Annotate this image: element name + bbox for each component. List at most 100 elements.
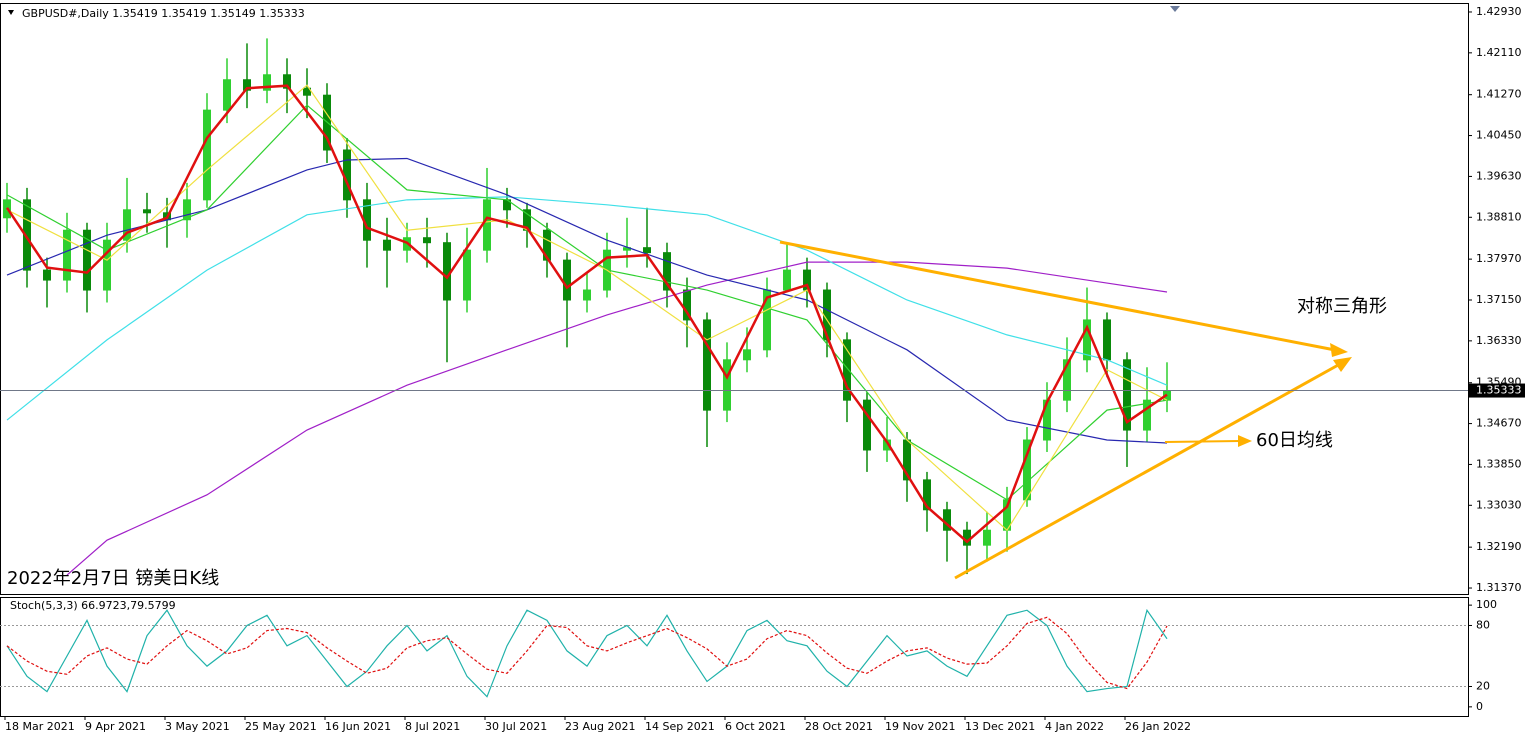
moving-average	[6, 196, 1168, 421]
candle-body	[263, 74, 271, 91]
moving-average	[6, 84, 1168, 532]
y-tick-label: 100	[1476, 598, 1497, 611]
moving-average	[5, 84, 1168, 544]
annotation: 60日均线	[1256, 430, 1333, 451]
candle-body	[863, 399, 871, 451]
y-tick-label: 1.32190	[1476, 540, 1522, 553]
x-tick-label: 4 Jan 2022	[1045, 720, 1104, 733]
candle-body	[583, 289, 591, 301]
x-tick-label: 13 Dec 2021	[965, 720, 1035, 733]
upper-trendline	[779, 240, 1336, 352]
candle-body	[63, 229, 71, 281]
y-tick-label: 1.36330	[1476, 334, 1522, 347]
x-tick-label: 16 Jun 2021	[325, 720, 391, 733]
candles	[3, 38, 1171, 576]
candle-body	[563, 259, 571, 301]
candle-body	[23, 199, 31, 271]
candle-body	[923, 479, 931, 511]
arrow-head	[1238, 435, 1252, 447]
y-tick-label: 1.37150	[1476, 293, 1522, 306]
candle-body	[123, 209, 131, 241]
candle-body	[783, 269, 791, 291]
candle-body	[303, 87, 311, 96]
x-tick-label: 6 Oct 2021	[725, 720, 786, 733]
x-tick-label: 9 Apr 2021	[85, 720, 146, 733]
y-tick-label: 0	[1476, 700, 1483, 713]
last-price-box	[1469, 383, 1525, 398]
lower-trendline	[954, 362, 1341, 580]
candle-body	[1143, 399, 1151, 431]
y-tick-label: 80	[1476, 618, 1490, 631]
y-tick-label: 1.40450	[1476, 129, 1522, 142]
x-tick-label: 26 Jan 2022	[1125, 720, 1191, 733]
y-tick-label: 1.41270	[1476, 88, 1522, 101]
candle-body	[483, 199, 491, 251]
x-tick-label: 23 Aug 2021	[565, 720, 635, 733]
candle-body	[43, 269, 51, 281]
y-tick-label: 1.38810	[1476, 210, 1522, 223]
candle-body	[663, 252, 671, 291]
x-tick-label: 14 Sep 2021	[645, 720, 715, 733]
y-tick-label: 1.37970	[1476, 252, 1522, 265]
candle-body	[643, 247, 651, 254]
y-tick-label: 20	[1476, 680, 1490, 693]
y-tick-label: 1.33850	[1476, 457, 1522, 470]
shift-marker	[1170, 6, 1180, 12]
stoch-panel-frame	[0, 597, 1469, 717]
x-tick-label: 30 Jul 2021	[485, 720, 547, 733]
x-tick-label: 25 May 2021	[245, 720, 317, 733]
trendlines	[779, 240, 1352, 580]
x-tick-label: 19 Nov 2021	[885, 720, 955, 733]
annotation: 2022年2月7日 镑美日K线	[7, 568, 219, 589]
y-tick-label: 1.42930	[1476, 5, 1522, 18]
candle-body	[283, 74, 291, 89]
candle-body	[1103, 319, 1111, 361]
candle-body	[703, 319, 711, 411]
y-tick-label: 1.42110	[1476, 46, 1522, 59]
candle-body	[1063, 359, 1071, 401]
candle-body	[423, 237, 431, 244]
arrow-head	[1333, 357, 1352, 372]
stoch-line	[6, 616, 1168, 690]
x-tick-label: 28 Oct 2021	[805, 720, 873, 733]
y-tick-label: 1.31370	[1476, 581, 1522, 594]
last-price-label: 1.35333	[1476, 384, 1522, 397]
x-tick-label: 3 May 2021	[165, 720, 230, 733]
candle-body	[1023, 439, 1031, 501]
candle-body	[383, 239, 391, 251]
candle-body	[463, 249, 471, 301]
candle-body	[83, 229, 91, 291]
y-tick-label: 1.39630	[1476, 169, 1522, 182]
chart-title: GBPUSD#,Daily 1.35419 1.35419 1.35149 1.…	[22, 7, 305, 20]
annotation: 对称三角形	[1297, 296, 1387, 317]
candle-body	[443, 242, 451, 301]
stoch-title: Stoch(5,3,3) 66.9723,79.5799	[10, 599, 176, 612]
price-panel-frame	[0, 3, 1469, 595]
candle-body	[103, 239, 111, 291]
x-tick-label: 18 Mar 2021	[5, 720, 75, 733]
candle-body	[1083, 319, 1091, 361]
candle-body	[683, 289, 691, 321]
candle-body	[543, 229, 551, 261]
candle-body	[1123, 359, 1131, 431]
candle-body	[843, 339, 851, 401]
x-tick-label: 8 Jul 2021	[405, 720, 460, 733]
candle-body	[203, 109, 211, 201]
arrow-head	[1330, 343, 1348, 357]
candle-body	[723, 359, 731, 411]
menu-icon[interactable]	[8, 10, 14, 15]
candle-body	[223, 79, 231, 111]
y-tick-label: 1.33030	[1476, 498, 1522, 511]
moving-average	[6, 157, 1168, 444]
moving-average	[66, 261, 1168, 576]
candle-body	[983, 529, 991, 546]
ma-pointer	[1164, 440, 1241, 443]
candle-body	[743, 349, 751, 361]
stoch-line	[6, 608, 1168, 698]
candle-body	[143, 209, 151, 214]
candle-body	[183, 199, 191, 221]
y-tick-label: 1.34670	[1476, 417, 1522, 430]
